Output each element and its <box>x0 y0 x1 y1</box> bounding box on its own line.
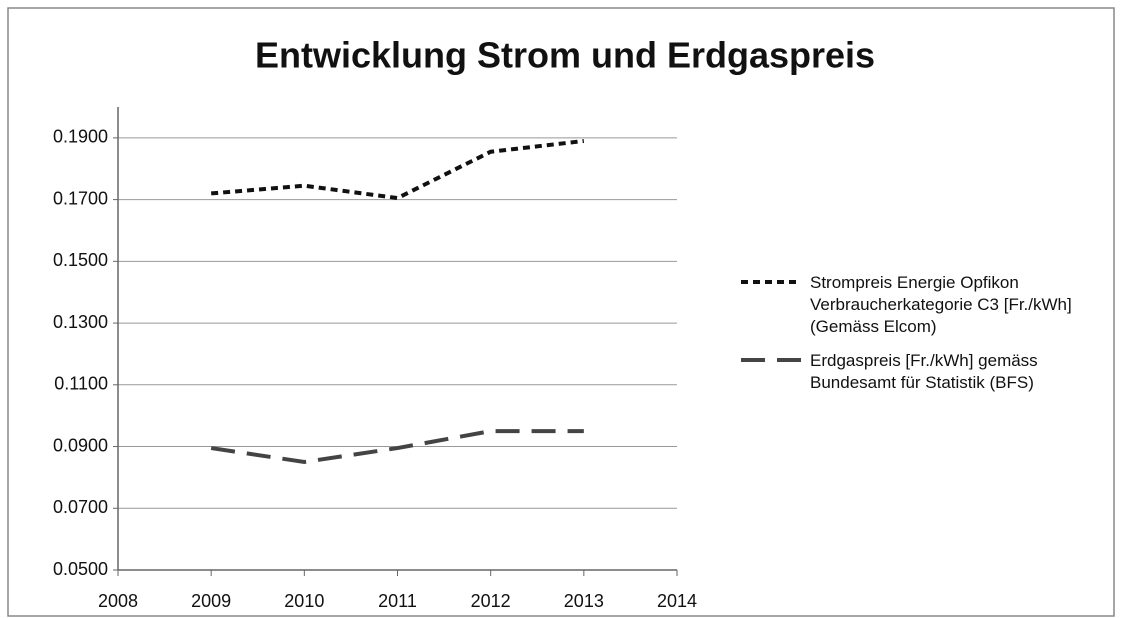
legend-entry: Strompreis Energie Opfikon Verbraucherka… <box>740 272 1100 338</box>
y-tick-label: 0.0900 <box>53 435 108 455</box>
y-tick-label: 0.0500 <box>53 559 108 579</box>
y-tick-label: 0.1900 <box>53 127 108 147</box>
x-tick-label: 2012 <box>471 591 511 611</box>
chart-title: Entwicklung Strom und Erdgaspreis <box>255 35 875 76</box>
y-tick-label: 0.0700 <box>53 497 108 517</box>
chart-frame <box>7 7 1115 617</box>
series-line <box>211 138 585 201</box>
y-tick-label: 0.1100 <box>54 374 108 394</box>
legend-swatch <box>741 280 801 284</box>
x-tick-label: 2011 <box>378 591 417 611</box>
y-tick-label: 0.1700 <box>53 188 108 208</box>
legend: Strompreis Energie Opfikon Verbraucherka… <box>740 272 1100 406</box>
y-tick-label: 0.1300 <box>53 312 108 332</box>
x-tick-label: 2009 <box>191 591 231 611</box>
legend-entry: Erdgaspreis [Fr./kWh] gemäss Bundesamt f… <box>740 350 1100 394</box>
series-line <box>210 429 584 464</box>
legend-swatch <box>741 358 801 362</box>
x-tick-label: 2008 <box>98 591 138 611</box>
y-tick-label: 0.1500 <box>53 250 108 270</box>
x-tick-label: 2013 <box>564 591 604 611</box>
legend-label: Erdgaspreis [Fr./kWh] gemäss Bundesamt f… <box>810 351 1038 392</box>
x-tick-label: 2014 <box>657 591 697 611</box>
legend-label: Strompreis Energie Opfikon Verbraucherka… <box>810 273 1072 336</box>
x-tick-label: 2010 <box>284 591 324 611</box>
